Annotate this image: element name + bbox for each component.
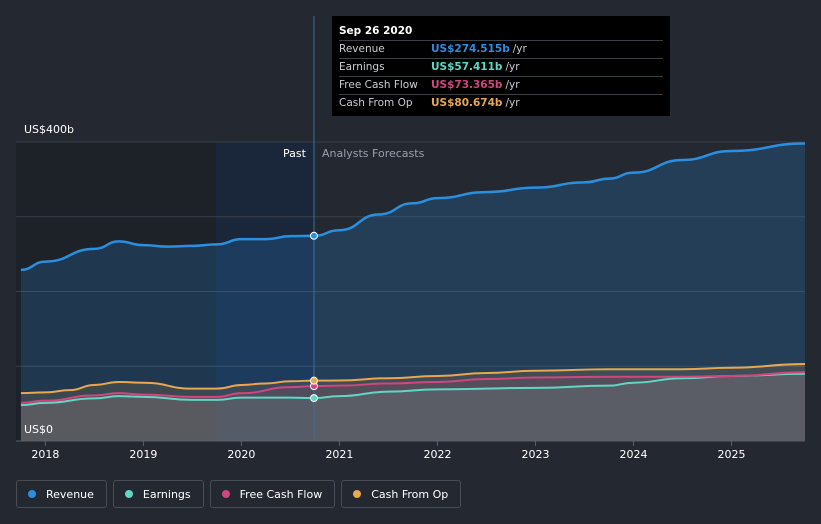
series-area-earnings bbox=[20, 373, 805, 441]
tooltip-value: US$73.365b bbox=[431, 79, 503, 91]
past-label: Past bbox=[283, 147, 307, 160]
tooltip-name: Cash From Op bbox=[339, 97, 413, 109]
x-axis-ticks: 2018 2019 2020 2021 2022 2023 2024 2025 bbox=[31, 441, 745, 461]
series-line-earnings bbox=[20, 372, 806, 407]
dot-icon bbox=[28, 490, 36, 498]
x-tick-label: 2023 bbox=[521, 448, 549, 461]
tooltip-unit: /yr bbox=[505, 79, 520, 91]
legend-item-revenue[interactable]: Revenue bbox=[16, 480, 107, 508]
tooltip-markers bbox=[309, 231, 318, 403]
legend-label: Free Cash Flow bbox=[239, 487, 323, 501]
series-area-revenue bbox=[20, 143, 805, 441]
tooltip-row-revenue: Revenue US$274.515b /yr bbox=[339, 41, 663, 59]
series-lines bbox=[20, 142, 806, 407]
series-line-free-cash-flow bbox=[20, 371, 806, 404]
y-axis-bottom-label: US$0 bbox=[24, 423, 53, 436]
tooltip-unit: /yr bbox=[505, 97, 520, 109]
gridlines bbox=[16, 141, 805, 367]
tooltip-value: US$80.674b bbox=[431, 97, 503, 109]
x-tick-label: 2022 bbox=[423, 448, 451, 461]
x-tick-label: 2021 bbox=[325, 448, 353, 461]
tooltip: Sep 26 2020 Revenue US$274.515b /yr Earn… bbox=[332, 16, 670, 116]
dot-icon bbox=[353, 490, 362, 498]
legend-label: Earnings bbox=[142, 487, 191, 501]
x-tick-label: 2019 bbox=[129, 448, 157, 461]
tooltip-date: Sep 26 2020 bbox=[339, 22, 663, 41]
tooltip-unit: /yr bbox=[512, 43, 527, 55]
x-tick-label: 2024 bbox=[619, 448, 647, 461]
tooltip-value: US$57.411b bbox=[431, 61, 503, 73]
x-tick-label: 2018 bbox=[31, 448, 59, 461]
legend-label: Cash From Op bbox=[371, 487, 449, 501]
legend-item-cash-from-op[interactable]: Cash From Op bbox=[341, 480, 462, 508]
data-point-marker bbox=[309, 376, 318, 385]
legend-item-free-cash-flow[interactable]: Free Cash Flow bbox=[209, 480, 336, 508]
legend: Revenue Earnings Free Cash Flow Cash Fro… bbox=[16, 480, 462, 508]
tooltip-name: Revenue bbox=[339, 43, 385, 55]
series-line-cash-from-op bbox=[20, 363, 806, 395]
tooltip-row-earnings: Earnings US$57.411b /yr bbox=[339, 59, 663, 77]
series-areas bbox=[20, 143, 805, 441]
tooltip-name: Earnings bbox=[339, 61, 385, 73]
legend-item-earnings[interactable]: Earnings bbox=[112, 480, 204, 508]
forecast-label: Analysts Forecasts bbox=[322, 147, 425, 160]
data-point-marker bbox=[309, 394, 318, 403]
series-area-cash-from-op bbox=[20, 364, 805, 441]
series-area-free-cash-flow bbox=[20, 372, 805, 441]
series-line-revenue bbox=[20, 142, 806, 272]
tooltip-name: Free Cash Flow bbox=[339, 79, 418, 91]
x-tick-label: 2020 bbox=[227, 448, 255, 461]
data-point-marker bbox=[309, 231, 318, 240]
tooltip-row-cash-from-op: Cash From Op US$80.674b /yr bbox=[339, 95, 663, 112]
x-tick-label: 2025 bbox=[717, 448, 745, 461]
dot-icon bbox=[221, 490, 230, 498]
y-axis-top-label: US$400b bbox=[24, 123, 74, 136]
tooltip-unit: /yr bbox=[505, 61, 520, 73]
legend-label: Revenue bbox=[46, 487, 94, 501]
tooltip-value: US$274.515b bbox=[431, 43, 510, 55]
dot-icon bbox=[124, 490, 133, 498]
tooltip-row-free-cash-flow: Free Cash Flow US$73.365b /yr bbox=[339, 77, 663, 95]
